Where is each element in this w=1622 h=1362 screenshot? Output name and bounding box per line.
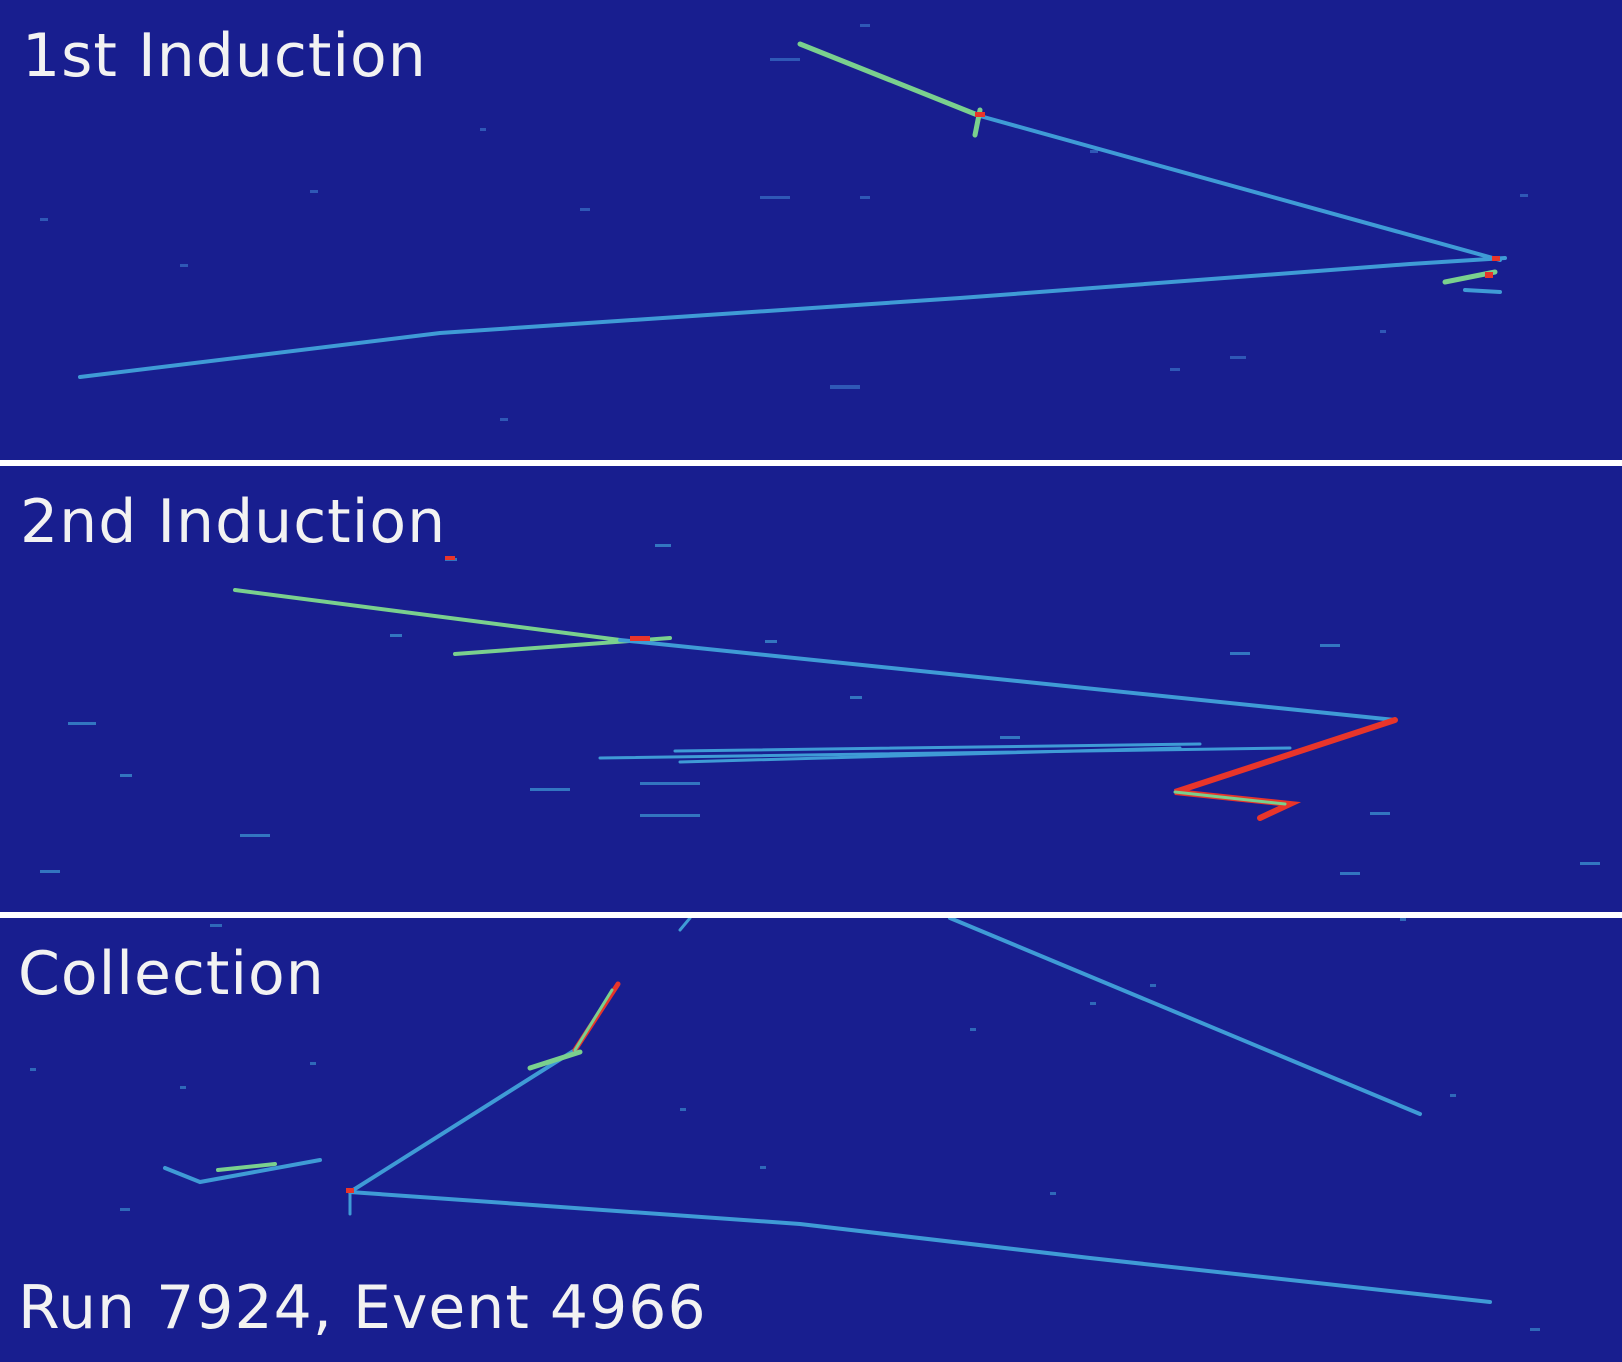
collection-title: Collection xyxy=(18,939,325,1009)
induction-2-title: 2nd Induction xyxy=(20,487,447,557)
collection-event-display xyxy=(30,918,1540,1331)
collection-panel: Collection Run 7924, Event 4966 xyxy=(0,918,1622,1362)
induction-2-panel: 2nd Induction xyxy=(0,466,1622,912)
induction-1-event-display xyxy=(40,24,1528,421)
run-event-label: Run 7924, Event 4966 xyxy=(18,1273,707,1343)
induction-1-title: 1st Induction xyxy=(22,21,427,91)
induction-2-event-display xyxy=(40,544,1600,875)
induction-1-panel: 1st Induction xyxy=(0,0,1622,460)
